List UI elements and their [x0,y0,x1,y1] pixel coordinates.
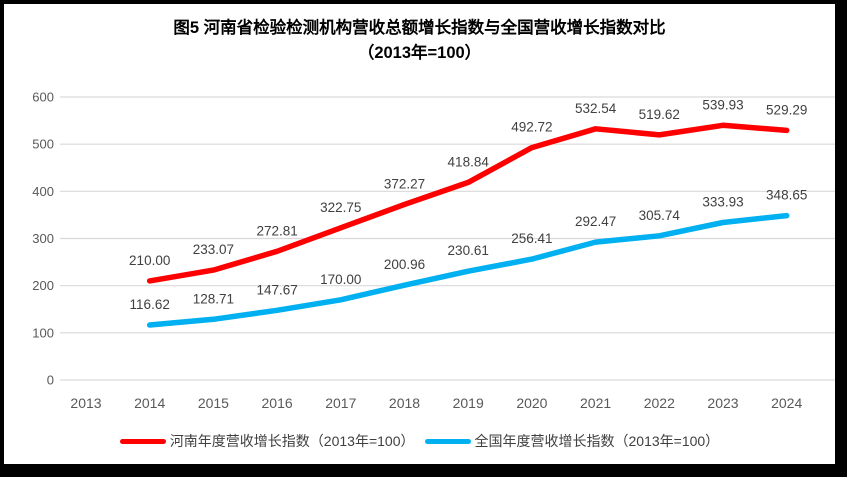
x-tick-label: 2020 [516,395,547,411]
data-label-henan: 322.75 [320,200,361,215]
data-label-national: 305.74 [639,208,681,223]
x-tick-label: 2019 [453,395,484,411]
data-label-national: 333.93 [702,194,743,209]
x-tick-label: 2015 [198,395,229,411]
data-label-henan: 519.62 [639,107,680,122]
national-line-swatch-icon [424,438,471,444]
henan-line-swatch-icon [119,438,166,444]
y-tick-label: 300 [32,231,54,246]
x-tick-label: 2016 [262,395,293,411]
y-tick-label: 100 [32,325,54,340]
series-line-henan [146,122,790,284]
legend-label-henan: 河南年度营收增长指数（2013年=100） [169,433,415,449]
data-label-henan: 492.72 [511,120,552,135]
x-tick-label: 2021 [580,395,611,411]
y-tick-label: 500 [32,137,54,152]
data-label-national: 230.61 [448,243,489,258]
data-label-national: 200.96 [384,257,425,272]
data-label-national: 170.00 [320,272,361,287]
y-tick-label: 600 [32,90,54,105]
data-label-henan: 272.81 [256,223,297,238]
chart-plot-area: 0 100 200 300 400 500 600 2013 2014 2015 2016 2017 2… [32,90,835,411]
x-tick-label: 2022 [644,395,675,411]
data-label-henan: 233.07 [193,242,234,257]
x-tick-label: 2013 [70,395,101,411]
x-tick-label: 2024 [771,395,802,411]
data-label-national: 128.71 [193,291,234,306]
data-label-henan: 372.27 [384,176,425,191]
legend-item-national: 全国年度营收增长指数（2013年=100） [424,431,720,451]
y-tick-label: 0 [47,373,54,388]
chart-title: 图5 河南省检验检测机构营收总额增长指数与全国营收增长指数对比 （2013年=1… [4,16,835,66]
legend-label-national: 全国年度营收增长指数（2013年=100） [474,433,720,449]
legend-item-henan: 河南年度营收增长指数（2013年=100） [119,431,415,451]
chart-legend: 河南年度营收增长指数（2013年=100） 全国年度营收增长指数（2013年=1… [4,431,835,451]
y-tick-label: 200 [32,278,54,293]
chart-title-line2: （2013年=100） [357,44,482,62]
data-label-national: 292.47 [575,214,616,229]
data-label-national: 348.65 [766,188,807,203]
data-label-national: 256.41 [511,231,552,246]
x-tick-label: 2018 [389,395,420,411]
series-line-national [146,212,790,328]
data-label-national: 147.67 [256,282,297,297]
data-label-henan: 418.84 [448,154,490,169]
data-label-henan: 539.93 [702,97,743,112]
data-label-henan: 529.29 [766,102,807,117]
y-tick-label: 400 [32,184,54,199]
data-label-national: 116.62 [130,297,170,312]
data-label-henan: 532.54 [575,101,617,116]
x-tick-label: 2017 [325,395,356,411]
x-tick-label: 2014 [134,395,165,411]
data-label-henan: 210.00 [129,253,170,268]
chart-title-line1: 图5 河南省检验检测机构营收总额增长指数与全国营收增长指数对比 [173,19,666,37]
x-tick-label: 2023 [707,395,738,411]
